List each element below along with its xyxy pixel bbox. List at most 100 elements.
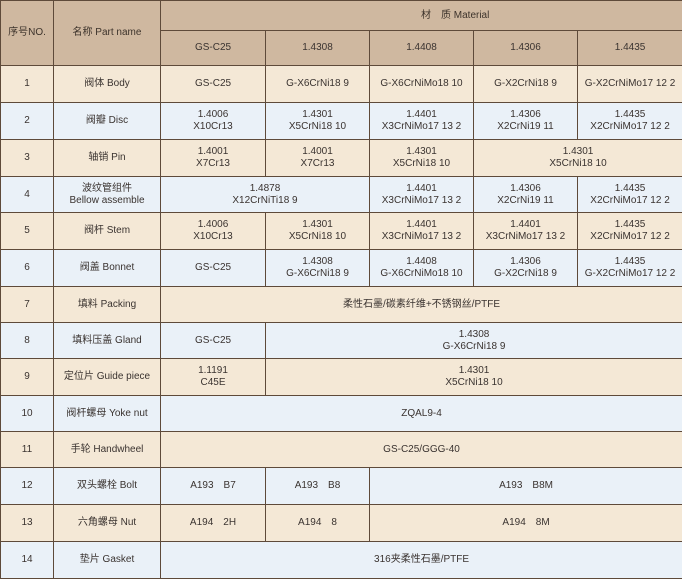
cell-text: 1.4306: [510, 183, 541, 194]
material-cell: GS-C25: [161, 250, 266, 287]
material-cell: A194 8M: [370, 505, 682, 542]
cell-text: A194 8: [298, 517, 337, 528]
cell-text: A193 B7: [190, 480, 236, 491]
cell-text: 阀杆 Stem: [84, 225, 130, 236]
row-number: 6: [1, 250, 54, 287]
cell-text: GS-C25: [195, 262, 231, 273]
cell-text: X2CrNiMo17 12 2: [590, 195, 669, 206]
material-cell: A194 8: [266, 505, 370, 542]
part-name: 六角螺母 Nut: [54, 505, 161, 542]
material-cell: A193 B8M: [370, 468, 682, 505]
cell-text: 1.4401: [406, 219, 437, 230]
cell-text: G-X2CrNiMo17 12 2: [585, 268, 676, 279]
cell-text: 阀盖 Bonnet: [80, 262, 134, 273]
cell-text: X3CrNiMo17 13 2: [382, 121, 461, 132]
cell-text: A194 2H: [190, 517, 236, 528]
cell-text: X12CrNiTi18 9: [232, 195, 297, 206]
cell-text: 阀瓣 Disc: [86, 115, 128, 126]
table-row: 14 垫片 Gasket 316夹柔性石墨/PTFE: [1, 542, 682, 579]
part-name: 阀盖 Bonnet: [54, 250, 161, 287]
header-grade: 1.4308: [266, 31, 370, 66]
cell-text: G-X2CrNiMo17 12 2: [585, 78, 676, 89]
cell-text: G-X2CrNi18 9: [494, 268, 557, 279]
cell-text: X5CrNi18 10: [549, 158, 606, 169]
cell-text: 1.4001: [302, 146, 333, 157]
cell-text: 六角螺母 Nut: [78, 517, 136, 528]
cell-text: X3CrNiMo17 13 2: [486, 231, 565, 242]
row-number: 1: [1, 66, 54, 103]
row-number: 14: [1, 542, 54, 579]
cell-text: 1.4878: [250, 183, 281, 194]
cell-text: 1.4435: [615, 183, 646, 194]
cell-text: 1.4401: [406, 183, 437, 194]
part-name: 手轮 Handwheel: [54, 432, 161, 468]
cell-text: X5CrNi18 10: [289, 121, 346, 132]
material-cell: GS-C25: [161, 66, 266, 103]
cell-text: 1.4308: [302, 256, 333, 267]
cell-text: G-X6CrNiMo18 10: [380, 78, 462, 89]
cell-text: 阀体 Body: [84, 78, 130, 89]
cell-text: X3CrNiMo17 13 2: [382, 231, 461, 242]
part-name: 阀瓣 Disc: [54, 103, 161, 140]
cell-text: GS-C25/GGG-40: [383, 444, 460, 455]
cell-text: X7Cr13: [301, 158, 335, 169]
material-cell: G-X2CrNi18 9: [474, 66, 578, 103]
material-cell: 柔性石墨/碳素纤维+不锈钢丝/PTFE: [161, 287, 682, 323]
part-name: 垫片 Gasket: [54, 542, 161, 579]
cell-text: 1.4306: [510, 256, 541, 267]
part-name: 填料压盖 Gland: [54, 323, 161, 359]
cell-text: 1.4401: [510, 219, 541, 230]
part-name: 双头螺栓 Bolt: [54, 468, 161, 505]
cell-text: 1.4301: [406, 146, 437, 157]
row-number: 8: [1, 323, 54, 359]
material-cell: A194 2H: [161, 505, 266, 542]
cell-text: 垫片 Gasket: [80, 554, 134, 565]
cell-text: 填料压盖 Gland: [72, 335, 141, 346]
cell-text: 1.4401: [406, 109, 437, 120]
cell-text: X2CrNi19 11: [497, 121, 554, 132]
cell-text: 填料 Packing: [78, 299, 136, 310]
material-cell: 316夹柔性石墨/PTFE: [161, 542, 682, 579]
cell-text: 1.1191: [198, 365, 228, 376]
cell-text: 1.4301: [563, 146, 594, 157]
cell-text: X5CrNi18 10: [289, 231, 346, 242]
header-grade: 1.4306: [474, 31, 578, 66]
cell-text: ZQAL9-4: [401, 408, 442, 419]
header-grade: 1.4408: [370, 31, 474, 66]
row-number: 11: [1, 432, 54, 468]
material-cell: A193 B8: [266, 468, 370, 505]
cell-text: G-X6CrNi18 9: [443, 341, 506, 352]
cell-text: 1.4001: [198, 146, 229, 157]
cell-text: X2CrNiMo17 12 2: [590, 231, 669, 242]
row-number: 7: [1, 287, 54, 323]
cell-text: 1.4006: [198, 109, 229, 120]
row-number: 10: [1, 396, 54, 432]
cell-text: 1.4306: [510, 109, 541, 120]
material-cell: G-X2CrNiMo17 12 2: [578, 66, 682, 103]
